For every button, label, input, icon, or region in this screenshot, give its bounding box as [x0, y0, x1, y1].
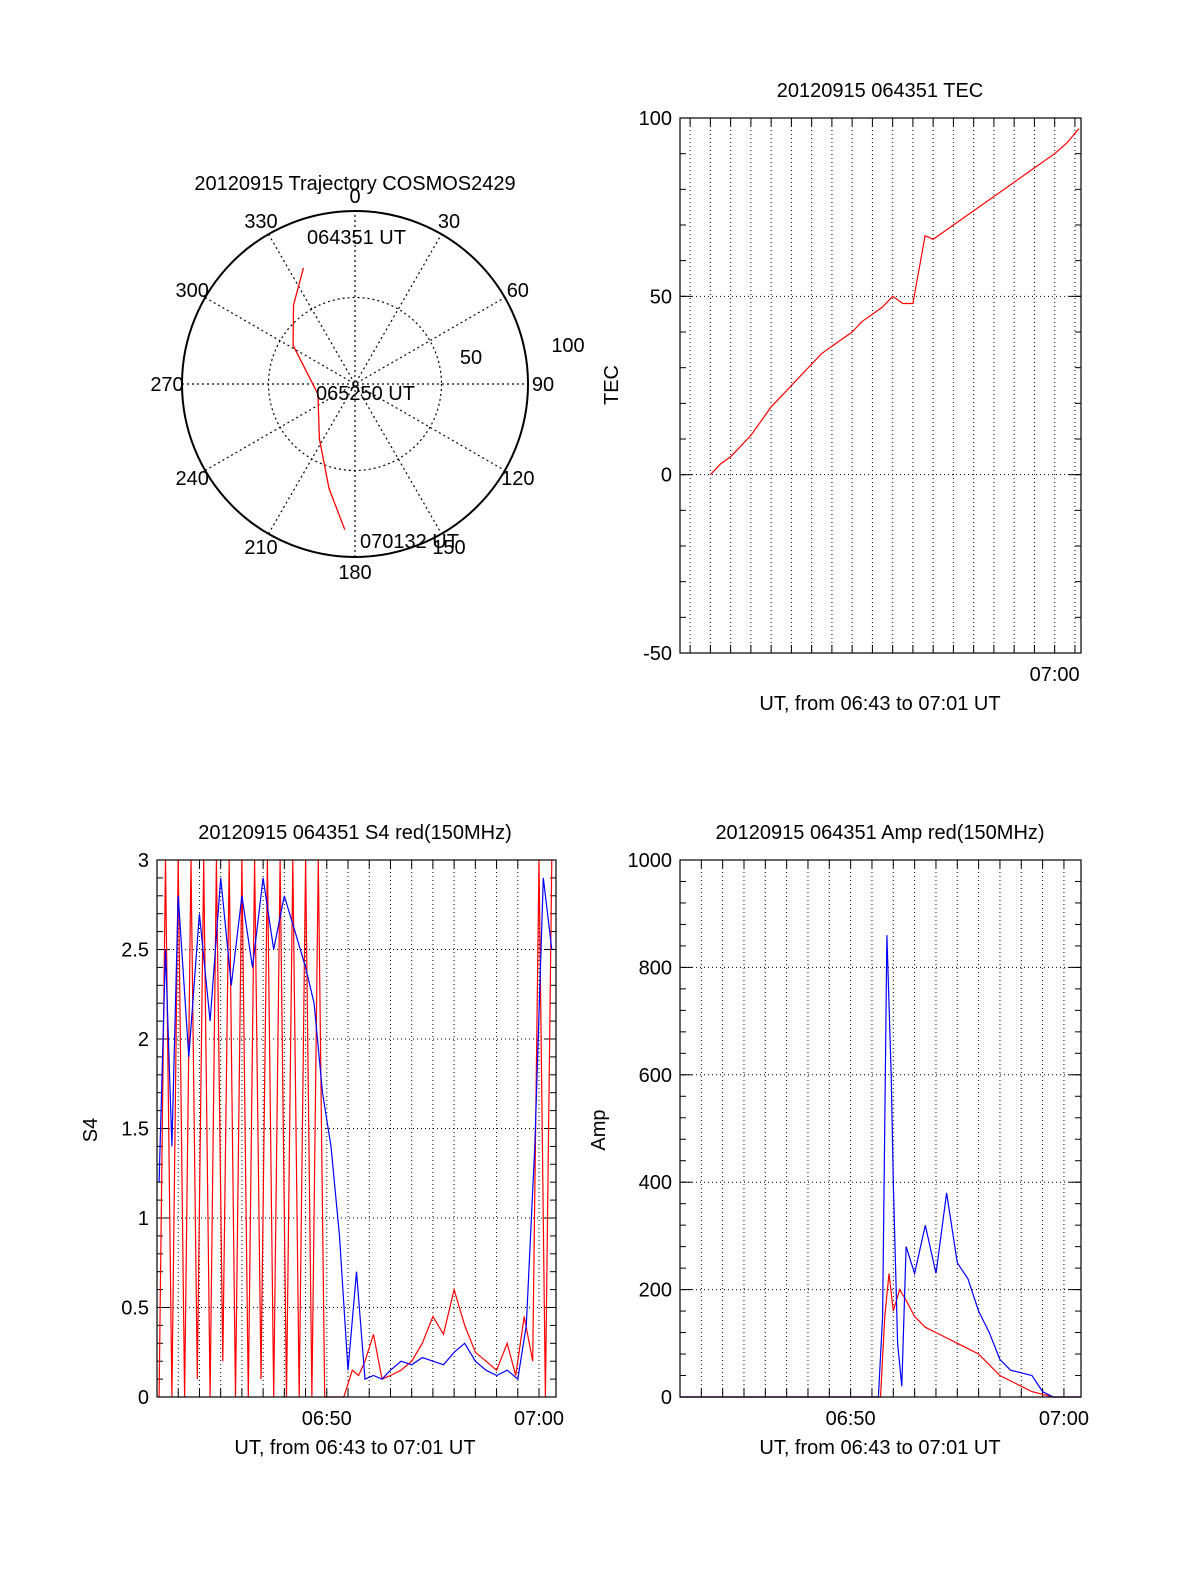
azimuth-label: 240: [175, 468, 208, 490]
azimuth-labels: 0 30 60 90 120 150 180 210 240 270 300 330: [150, 186, 554, 584]
trajectory-title: 20120915 Trajectory COSMOS2429: [194, 173, 515, 195]
s4-y-axis-label: S4: [80, 1118, 102, 1142]
amp-title: 20120915 064351 Amp red(150MHz): [715, 822, 1044, 844]
tec-y-tick-labels: -50 0 50 100: [639, 108, 672, 665]
tec-panel: 20120915 064351 TEC -50 0 50 100 07:00 UT, …: [601, 80, 1082, 715]
amp-panel: 20120915 064351 Amp red(150MHz) 0 200 400 6…: [588, 822, 1089, 1459]
tec-x-axis-label: UT, from 06:43 to 07:01 UT: [759, 693, 1000, 715]
s4-y-tick-labels: 0 0.5 1 1.5 2 2.5 3: [121, 850, 149, 1409]
tec-y-axis-label: TEC: [601, 365, 623, 405]
azimuth-label: 0: [349, 186, 360, 208]
polar-grid: [182, 211, 528, 557]
azimuth-label: 210: [244, 537, 277, 559]
y-tick-label: 100: [639, 108, 672, 130]
trajectory-track: [292, 267, 346, 530]
x-tick-label: 07:00: [1039, 1408, 1089, 1430]
y-tick-label: 0: [138, 1387, 149, 1409]
amp-x-tick-labels: 06:50 07:00: [826, 1408, 1089, 1430]
y-tick-label: -50: [643, 643, 672, 665]
azimuth-label: 150: [432, 537, 465, 559]
azimuth-label: 180: [338, 562, 371, 584]
tec-title: 20120915 064351 TEC: [777, 80, 983, 102]
amp-y-tick-labels: 0 200 400 600 800 1000: [628, 850, 673, 1409]
x-tick-label: 06:50: [302, 1408, 352, 1430]
y-tick-label: 2.5: [121, 940, 149, 962]
annotation-mid-time: 065250 UT: [316, 383, 415, 405]
amp-series-red: [680, 1273, 1081, 1398]
annotation-start-time: 064351 UT: [307, 227, 406, 249]
x-tick-label: 07:00: [1030, 664, 1080, 686]
s4-series-blue: [158, 877, 553, 1381]
y-tick-label: 2: [138, 1029, 149, 1051]
tec-grid: [680, 118, 1081, 653]
amp-x-axis-label: UT, from 06:43 to 07:01 UT: [759, 1437, 1000, 1459]
azimuth-label: 120: [501, 468, 534, 490]
x-tick-label: 06:50: [826, 1408, 876, 1430]
y-tick-label: 50: [650, 286, 672, 308]
annotation-end-time: 070132 UT: [360, 531, 459, 553]
y-tick-label: 400: [639, 1172, 672, 1194]
y-tick-label: 3: [138, 850, 149, 872]
azimuth-label: 30: [438, 211, 460, 233]
y-tick-label: 200: [639, 1280, 672, 1302]
s4-x-axis-label: UT, from 06:43 to 07:01 UT: [234, 1437, 475, 1459]
tec-x-tick-labels: 07:00: [1030, 664, 1080, 686]
y-tick-label: 800: [639, 957, 672, 979]
amp-grid: [679, 860, 1081, 1397]
tec-ticks: [680, 117, 1081, 654]
tec-series-red: [709, 128, 1080, 476]
y-tick-label: 0: [661, 1387, 672, 1409]
y-tick-label: 600: [639, 1065, 672, 1087]
azimuth-label: 300: [175, 280, 208, 302]
x-tick-label: 07:00: [514, 1408, 564, 1430]
amp-plot-frame: [679, 859, 1082, 1398]
s4-x-tick-labels: 06:50 07:00: [302, 1408, 564, 1430]
y-tick-label: 1000: [628, 850, 673, 872]
polar-outer-circle: [181, 210, 529, 558]
y-tick-label: 0: [661, 465, 672, 487]
y-tick-label: 1.5: [121, 1119, 149, 1141]
s4-title: 20120915 064351 S4 red(150MHz): [198, 822, 512, 844]
trajectory-panel: 20120915 Trajectory COSMOS2429 0 30 60 90 12…: [150, 173, 584, 584]
amp-series-blue: [680, 935, 1081, 1398]
tec-plot-frame: [679, 117, 1082, 654]
y-tick-label: 0.5: [121, 1298, 149, 1320]
y-tick-label: 1: [138, 1208, 149, 1230]
s4-series-red: [158, 859, 553, 1398]
radial-label-50: 50: [460, 347, 482, 369]
azimuth-label: 270: [150, 374, 183, 396]
azimuth-label: 90: [532, 374, 554, 396]
radial-label-100: 100: [551, 335, 584, 357]
s4-panel: 20120915 064351 S4 red(150MHz) 0 0.5 1 1.5 2…: [80, 822, 564, 1459]
azimuth-label: 330: [244, 211, 277, 233]
s4-plot-frame: [156, 859, 557, 1398]
amp-y-axis-label: Amp: [588, 1109, 610, 1150]
azimuth-label: 60: [507, 280, 529, 302]
